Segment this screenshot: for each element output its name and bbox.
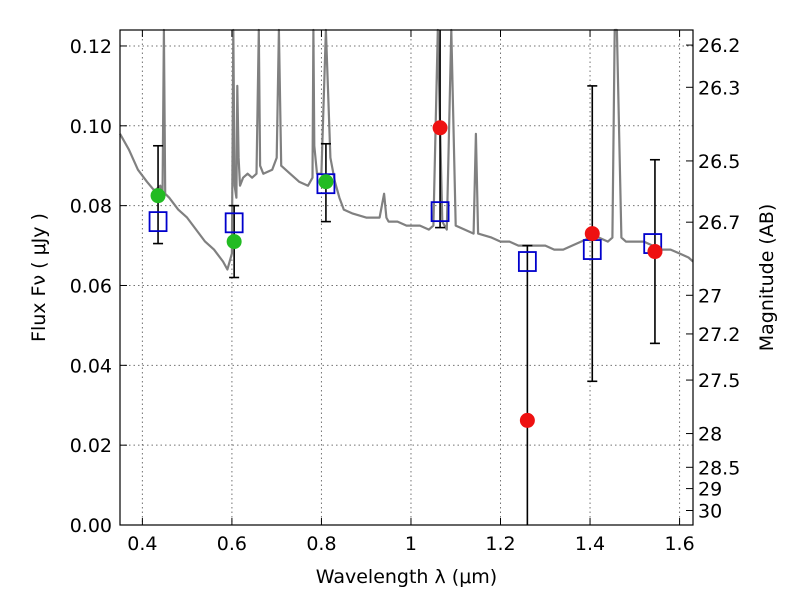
observed-point xyxy=(226,234,242,250)
model-spectrum-line xyxy=(119,28,694,271)
observed-point xyxy=(584,226,600,242)
mag-tick-label: 29 xyxy=(698,479,722,501)
errorbar-layer xyxy=(153,30,660,525)
model-band-point xyxy=(316,173,336,195)
x-tick-label: 1.4 xyxy=(575,533,605,555)
y-tick-label: 0.08 xyxy=(70,196,112,218)
x-axis-title: Wavelength λ (μm) xyxy=(316,566,497,588)
grid-lines xyxy=(120,30,693,526)
mag-tick-label: 27.2 xyxy=(698,324,740,346)
model-band-point xyxy=(148,211,168,233)
mag-tick-label: 30 xyxy=(698,501,722,523)
y-tick-label: 0.12 xyxy=(70,36,112,58)
mag-tick-label: 26.5 xyxy=(698,151,740,173)
model-band-layer xyxy=(148,173,663,272)
y-axis-title: Flux Fν ( μJy ) xyxy=(28,213,50,342)
observed-layer xyxy=(150,120,663,428)
y-tick-label: 0.02 xyxy=(70,435,112,457)
mag-tick-label: 28 xyxy=(698,424,722,446)
spectrum-layer xyxy=(119,28,694,271)
y2-axis-title: Magnitude (AB) xyxy=(756,204,778,352)
model-band-point xyxy=(517,251,537,272)
model-band-point xyxy=(430,201,450,223)
x-tick-label: 0.8 xyxy=(306,533,336,555)
observed-point xyxy=(432,120,448,136)
mag-tick-label: 26.7 xyxy=(698,212,740,234)
y-axis-left: 0.00 0.02 0.04 0.06 0.08 0.10 0.12 xyxy=(70,36,127,537)
x-axis: 0.4 0.6 0.8 1 1.2 1.4 1.6 xyxy=(127,30,695,555)
y-tick-label: 0.00 xyxy=(70,515,112,537)
y-tick-label: 0.04 xyxy=(70,355,112,377)
plot-frame xyxy=(119,29,694,526)
y-tick-label: 0.06 xyxy=(70,275,112,297)
x-tick-label: 0.4 xyxy=(127,533,157,555)
mag-tick-label: 26.2 xyxy=(698,35,740,57)
x-tick-label: 1.2 xyxy=(485,533,515,555)
x-tick-label: 0.6 xyxy=(217,533,247,555)
y-tick-label: 0.10 xyxy=(70,116,112,138)
observed-point xyxy=(519,412,535,428)
observed-point xyxy=(647,244,663,260)
observed-point xyxy=(150,188,166,204)
x-tick-label: 1 xyxy=(405,533,417,555)
mag-tick-label: 26.3 xyxy=(698,77,740,99)
mag-tick-label: 27 xyxy=(698,285,722,307)
model-band-point xyxy=(224,212,244,234)
x-tick-label: 1.6 xyxy=(664,533,694,555)
mag-tick-label: 27.5 xyxy=(698,370,740,392)
observed-point xyxy=(318,174,334,190)
mag-tick-label: 28.5 xyxy=(698,457,740,479)
